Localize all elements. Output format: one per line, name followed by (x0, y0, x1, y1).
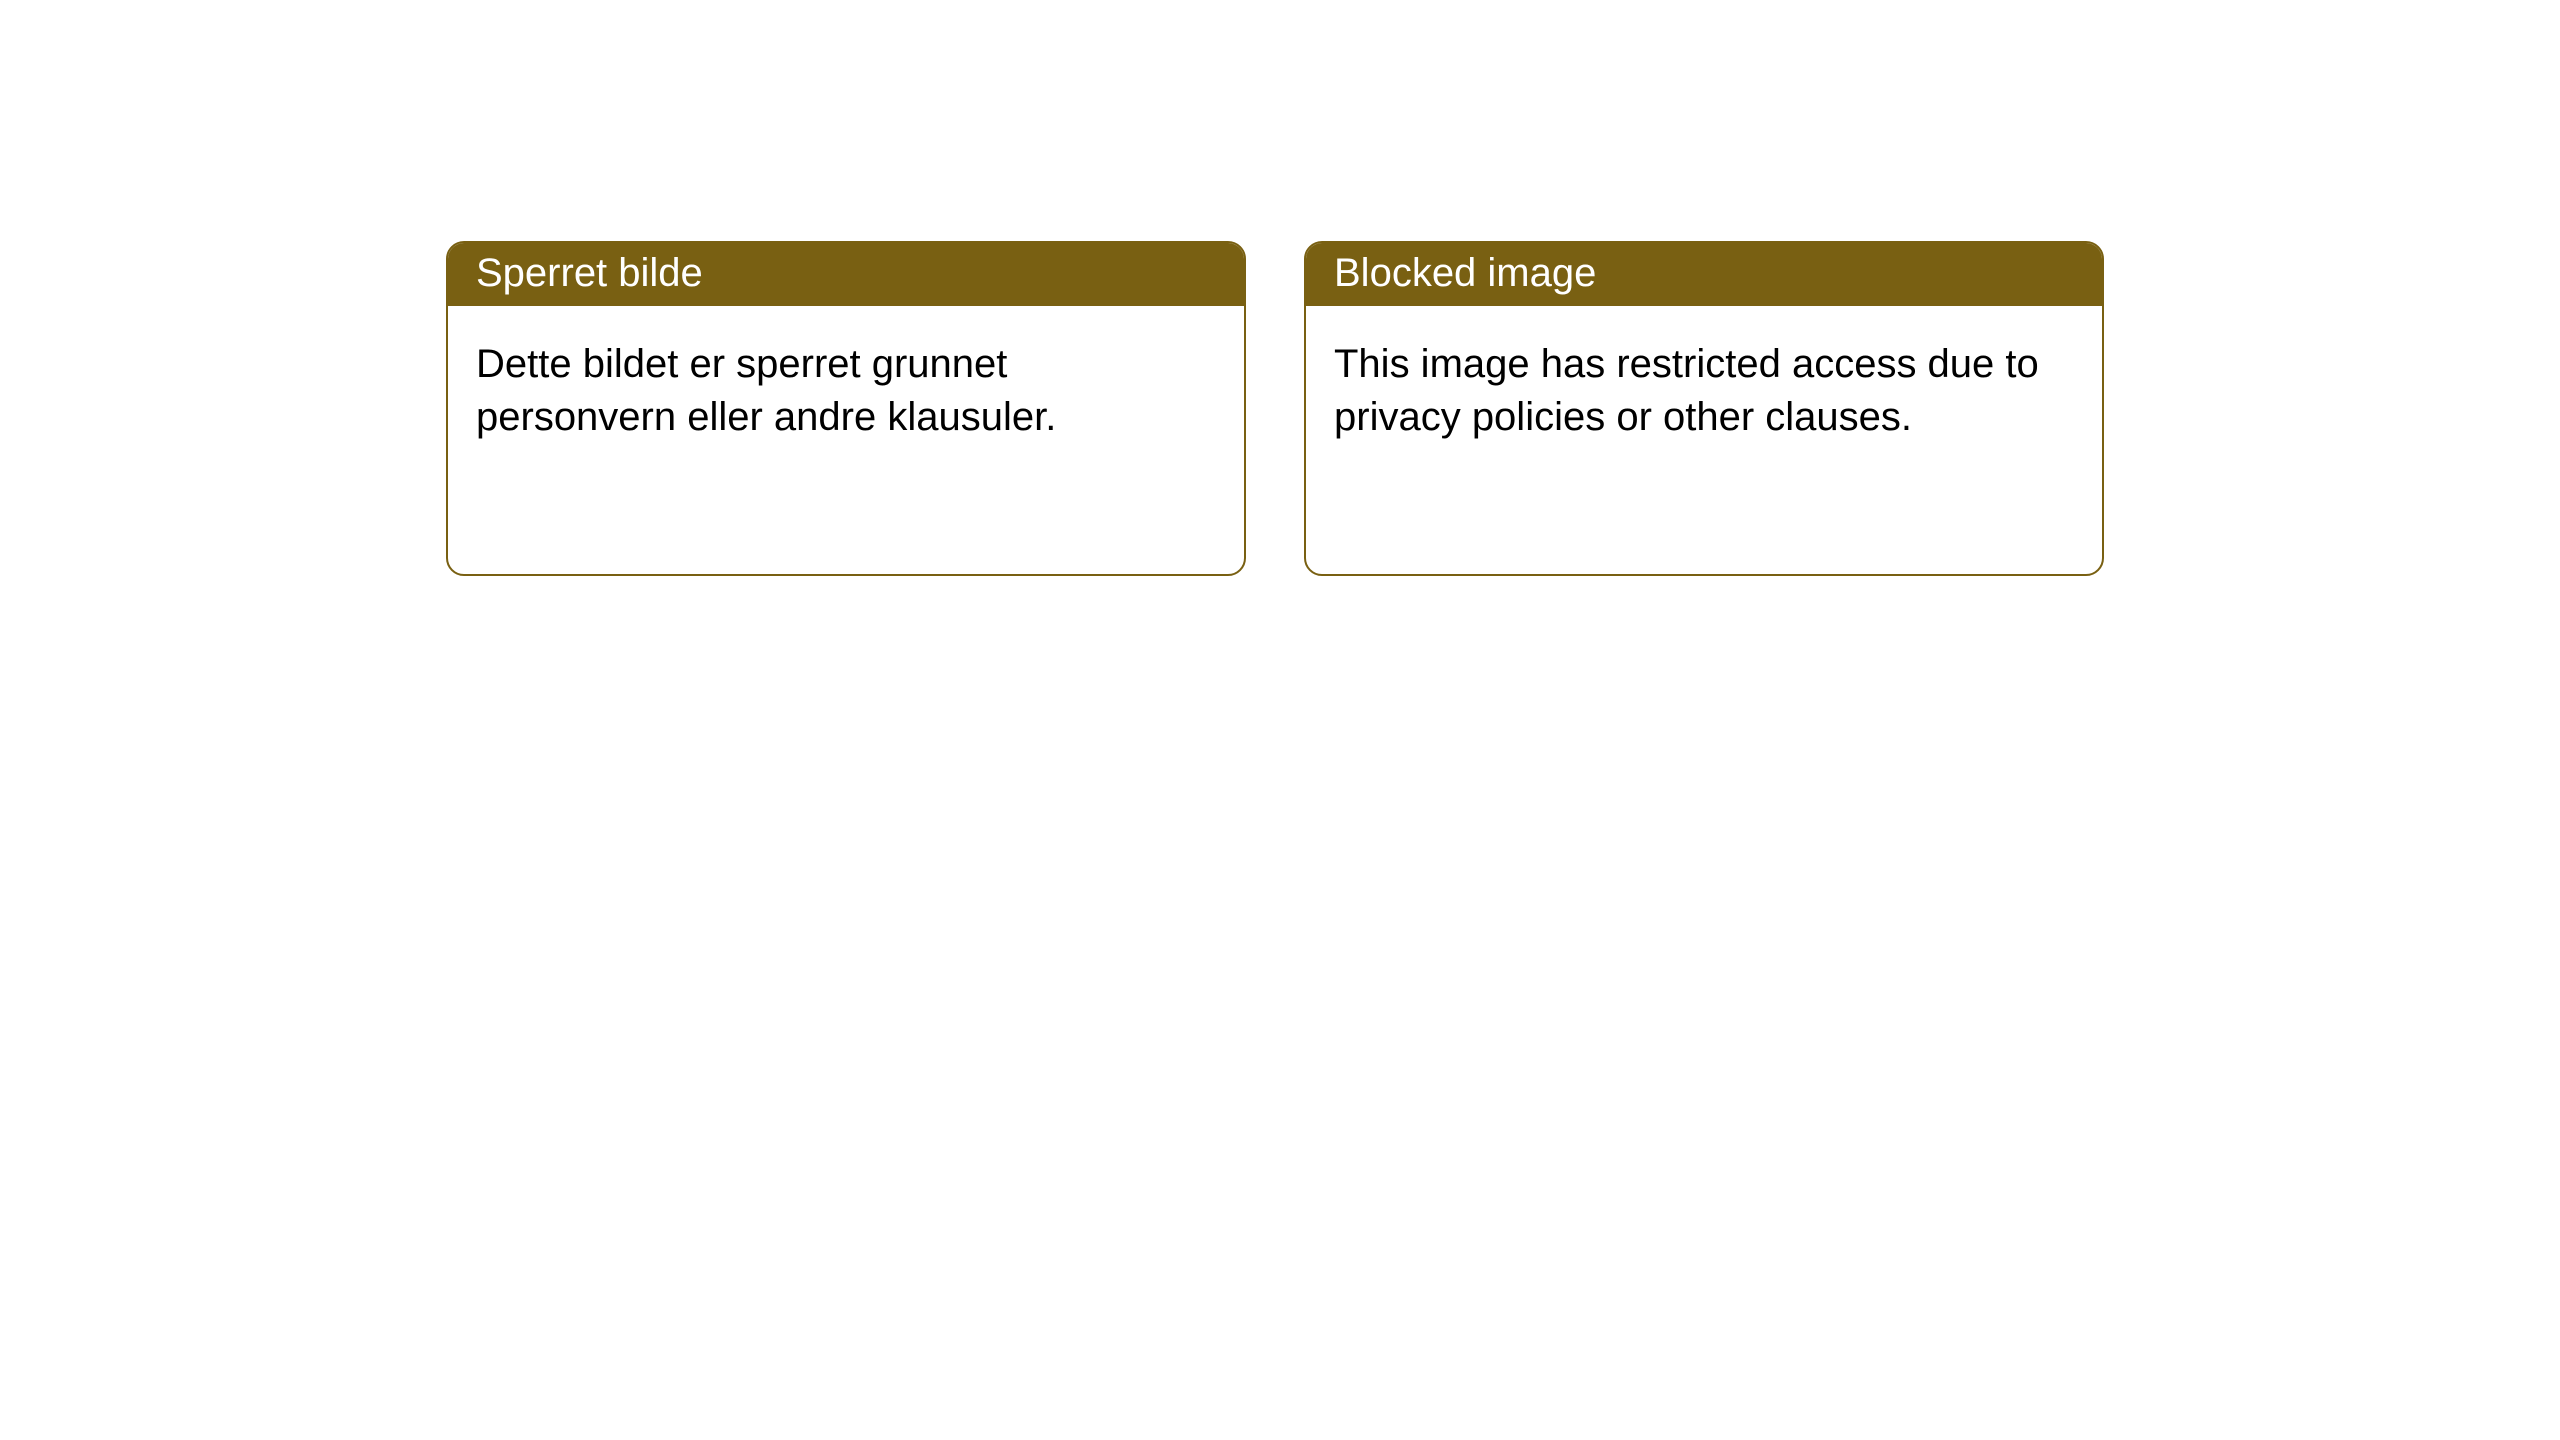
notice-title-en: Blocked image (1306, 243, 2102, 306)
notice-card-en: Blocked image This image has restricted … (1304, 241, 2104, 576)
notice-card-no: Sperret bilde Dette bildet er sperret gr… (446, 241, 1246, 576)
notice-message-no: Dette bildet er sperret grunnet personve… (448, 306, 1244, 476)
notice-message-en: This image has restricted access due to … (1306, 306, 2102, 476)
notice-container: Sperret bilde Dette bildet er sperret gr… (446, 241, 2104, 576)
notice-title-no: Sperret bilde (448, 243, 1244, 306)
